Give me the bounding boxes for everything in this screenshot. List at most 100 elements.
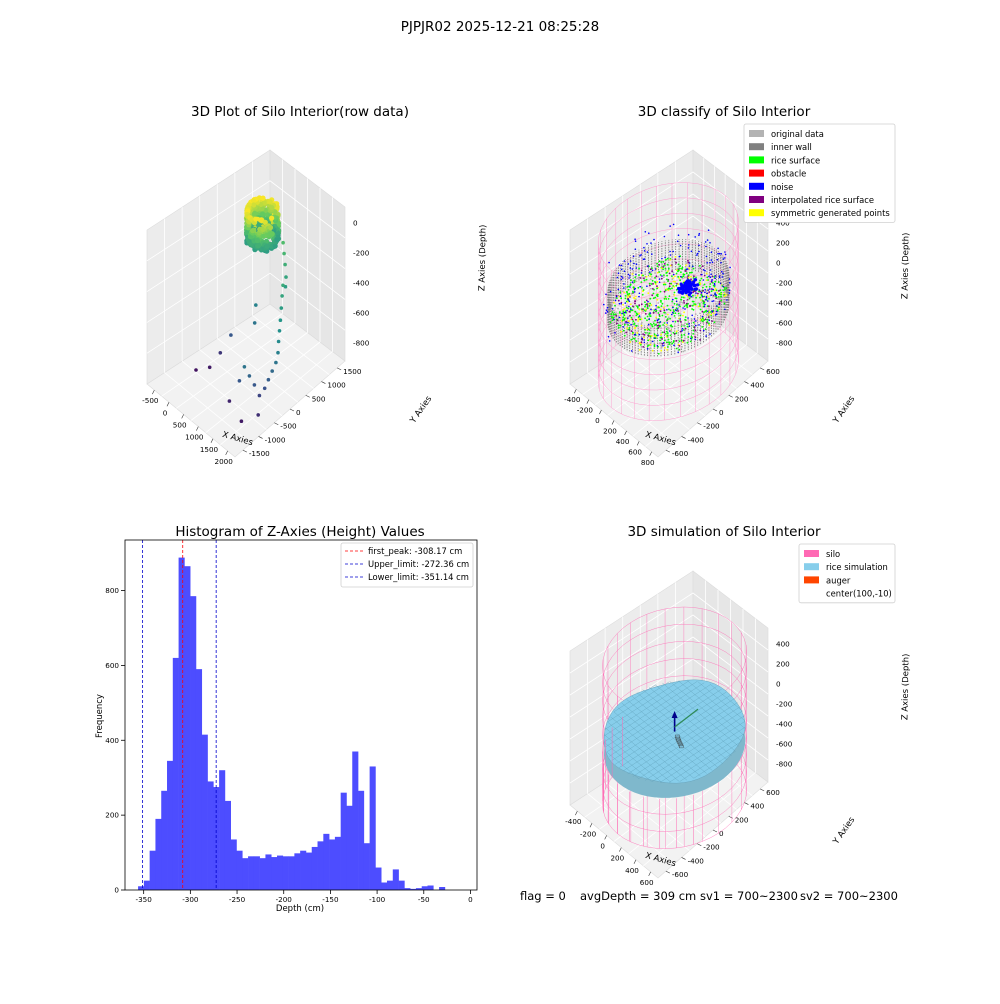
classify-surface-point	[623, 334, 626, 337]
classify-noise-point	[664, 256, 666, 259]
classify-noise-point	[690, 295, 693, 298]
simulation-3d-plot: 3D simulation of Silo Interior -400-2000…	[565, 524, 911, 887]
classify-surface-point	[645, 332, 647, 334]
classify-surface-point	[688, 297, 691, 300]
classify-noise-point	[603, 303, 605, 306]
classify-noise-point	[641, 337, 643, 340]
simulation-legend-swatch	[804, 563, 819, 571]
classify-noise-point	[707, 289, 709, 291]
classify-surface-point	[638, 267, 640, 270]
simulation-x-tick-label: -400	[565, 817, 582, 826]
classify-noise-cluster	[685, 286, 690, 290]
classify-3d-plot: 3D classify of Silo Interior -400-200020…	[564, 104, 911, 467]
raw-plot-title: 3D Plot of Silo Interior(row data)	[191, 104, 409, 120]
classify-surface-point	[674, 258, 677, 260]
classify-noise-point	[669, 250, 671, 253]
classify-noise-point	[711, 261, 714, 264]
classify-y-tick-mark	[681, 436, 686, 439]
classify-surface-point	[660, 333, 663, 336]
histogram-bar	[201, 734, 208, 890]
classify-surface-point	[689, 305, 692, 307]
classify-surface-point	[660, 336, 663, 339]
classify-noise-point	[688, 325, 691, 328]
classify-surface-point	[666, 332, 669, 335]
classify-noise-point	[654, 268, 657, 270]
classify-y-tick-mark	[665, 449, 670, 453]
classify-surface-point	[666, 274, 668, 277]
classify-noise-point	[638, 315, 641, 317]
histogram-legend-label: Lower_limit: -351.14 cm	[368, 572, 469, 582]
classify-surface-point	[709, 283, 712, 285]
classify-surface-point	[663, 309, 666, 312]
raw-outlier-point	[278, 318, 283, 323]
raw-cluster-point	[259, 211, 266, 217]
classify-noise-point	[679, 318, 681, 320]
classify-noise-point	[685, 268, 688, 271]
classify-surface-point	[637, 318, 640, 320]
classify-y-axis-label: Y Axies	[831, 394, 858, 426]
classify-surface-point	[643, 277, 645, 280]
histogram-bar	[415, 888, 423, 890]
classify-noise-point	[713, 282, 716, 285]
classify-surface-point	[656, 295, 659, 298]
classify-surface-point	[627, 288, 630, 291]
classify-noise-point	[648, 318, 651, 320]
classify-noise-cluster	[684, 289, 689, 293]
classify-surface-point	[627, 315, 630, 318]
classify-x-tick-mark	[574, 389, 577, 394]
classify-noise-point	[623, 283, 625, 285]
classify-noise-point	[706, 239, 709, 241]
classify-noise-point	[715, 313, 718, 316]
histogram-bar	[410, 888, 417, 890]
classify-surface-point	[656, 324, 659, 327]
classify-surface-point	[661, 338, 663, 340]
classify-surface-point	[711, 275, 714, 278]
classify-surface-point	[625, 320, 627, 323]
classify-noise-point	[677, 234, 680, 236]
classify-surface-point	[644, 317, 646, 320]
rice-simulation-mesh	[678, 680, 744, 736]
histogram-x-axis-label: Depth (cm)	[276, 904, 324, 914]
classify-surface-point	[712, 296, 714, 298]
auger-segment	[675, 736, 681, 741]
classify-surface-point	[650, 304, 653, 306]
classify-noise-cluster	[682, 284, 686, 288]
classify-surface-point	[655, 317, 658, 320]
classify-noise-point	[647, 323, 650, 326]
classify-surface-point	[693, 326, 696, 329]
classify-legend-swatch	[749, 209, 764, 217]
classify-surface-point	[622, 310, 625, 313]
classify-surface-point	[661, 314, 664, 317]
classify-x-tick-label: -400	[564, 395, 581, 404]
classify-surface-point	[683, 324, 685, 326]
raw-grid-y	[199, 349, 283, 417]
classify-surface-point	[648, 332, 651, 335]
classify-surface-point	[622, 316, 625, 319]
histogram-bar	[236, 850, 243, 890]
classify-noise-point	[729, 282, 731, 284]
classify-surface-point	[693, 290, 695, 293]
classify-noise-point	[620, 275, 623, 278]
simulation-y-tick-mark	[744, 802, 749, 805]
classify-x-tick-mark	[586, 399, 590, 404]
classify-surface-point	[656, 293, 659, 296]
classify-noise-point	[698, 289, 701, 291]
classify-grid-z	[569, 193, 769, 275]
classify-surface-point	[622, 329, 625, 332]
histogram-bar	[358, 790, 365, 890]
classify-surface-point	[643, 334, 646, 336]
rice-simulation-mesh	[679, 741, 742, 782]
classify-noise-point	[712, 300, 715, 302]
classify-surface-point	[637, 316, 640, 319]
classify-noise-point	[620, 268, 623, 271]
classify-surface-point	[647, 339, 650, 342]
classify-surface-point	[662, 268, 664, 271]
classify-surface-point	[626, 290, 628, 293]
classify-surface-point	[686, 325, 689, 328]
classify-noise-point	[676, 308, 679, 310]
classify-noise-point	[722, 272, 724, 275]
classify-surface-point	[693, 303, 695, 305]
classify-noise-point	[671, 313, 673, 316]
classify-noise-point	[698, 324, 700, 326]
classify-surface-point	[650, 276, 653, 278]
